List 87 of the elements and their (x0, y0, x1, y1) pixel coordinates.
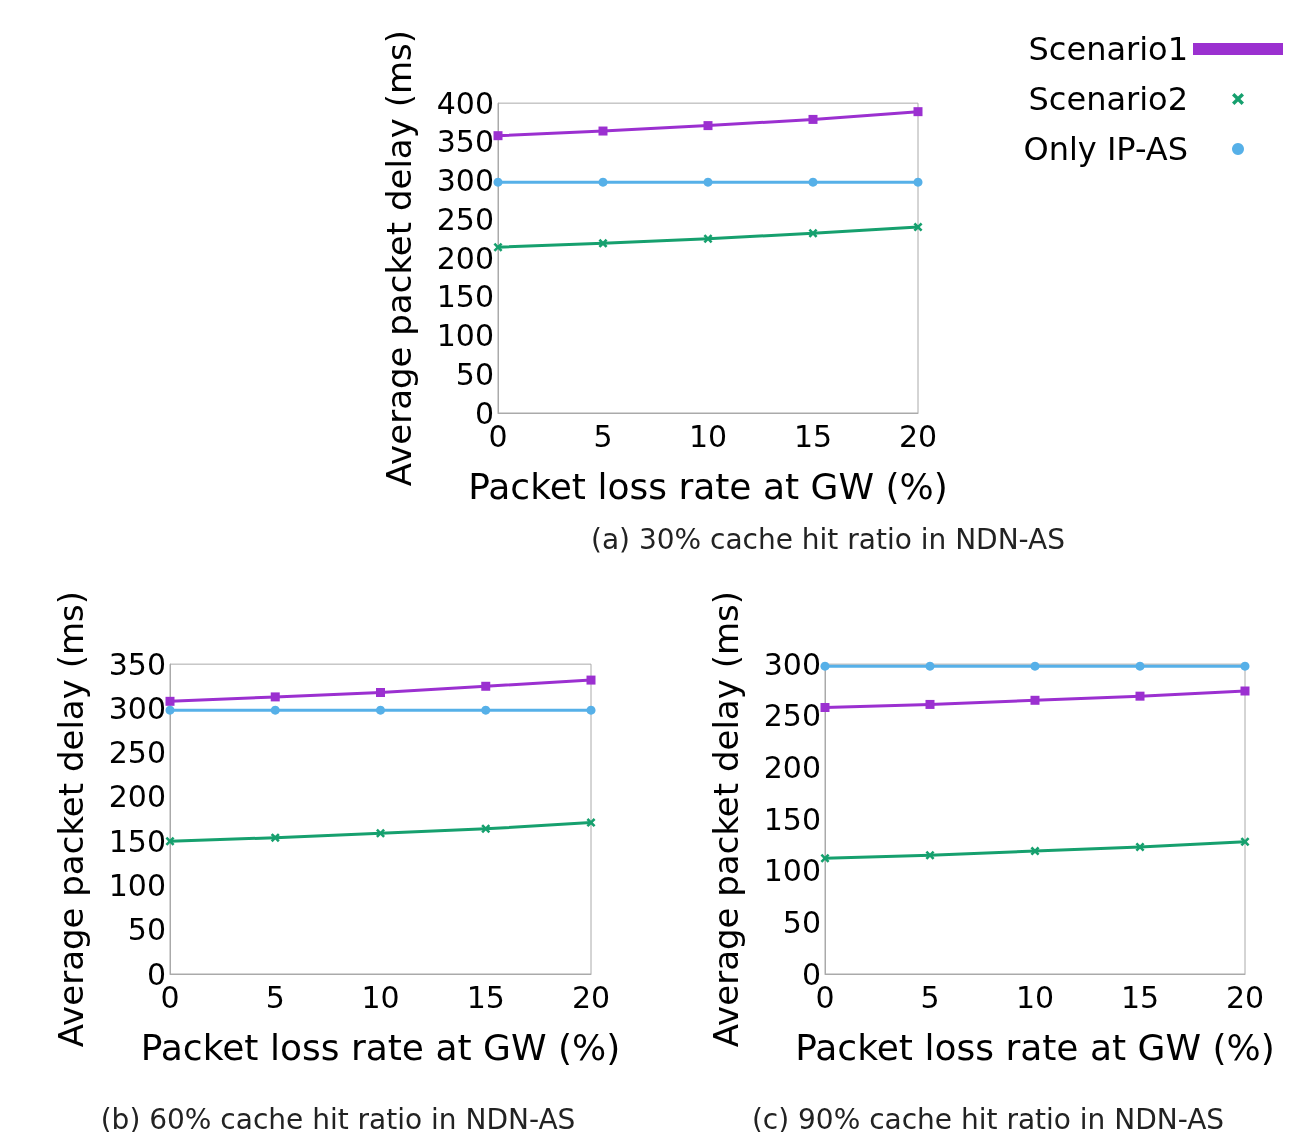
point (165, 836, 175, 846)
legend-label: Only IP-AS (1023, 130, 1188, 168)
point (1240, 661, 1250, 671)
point (481, 681, 491, 691)
point (820, 853, 830, 863)
legend-label: Scenario2 (1028, 80, 1188, 118)
x-tick-label: 10 (688, 418, 728, 454)
point (925, 661, 935, 671)
point (808, 228, 818, 238)
y-tick-label: 200 (763, 749, 821, 785)
point (1135, 661, 1145, 671)
point (270, 692, 280, 702)
point (376, 687, 385, 697)
point (270, 705, 280, 715)
x-tick-label: 20 (1225, 979, 1265, 1015)
point (586, 675, 596, 685)
point (925, 699, 935, 709)
y-axis-title: Average packet delay (ms) (51, 590, 91, 1048)
y-tick-label: 300 (436, 163, 494, 199)
y-tick-label: 100 (108, 867, 166, 903)
y-tick-label: 50 (455, 356, 494, 392)
point (493, 242, 503, 252)
point (913, 177, 923, 187)
text: (b) 60% cache hit ratio in NDN-AS (100, 1102, 576, 1132)
y-axis-title: Average packet delay (ms) (379, 29, 419, 487)
point (703, 177, 713, 187)
x-tick-label: 10 (361, 979, 400, 1015)
y-tick-label: 150 (436, 279, 494, 315)
point (1240, 686, 1250, 696)
point (165, 696, 175, 706)
text: (c) 90% cache hit ratio in NDN-AS (751, 1102, 1225, 1132)
point (586, 705, 596, 715)
y-tick-label: 200 (436, 240, 494, 276)
y-tick-label: 350 (436, 124, 494, 160)
point (493, 177, 503, 187)
y-tick-label: 100 (763, 853, 821, 889)
point (913, 107, 923, 117)
point (808, 177, 818, 187)
point (820, 661, 830, 671)
point (376, 705, 385, 715)
point (1135, 691, 1145, 701)
point (586, 818, 596, 828)
y-tick-label: 350 (108, 646, 166, 682)
x-tick-label: 20 (898, 418, 938, 454)
point (820, 703, 830, 713)
legend-label: Scenario1 (1028, 30, 1188, 68)
y-tick-label: 50 (782, 904, 821, 940)
point (376, 828, 385, 838)
point (493, 131, 503, 141)
point (598, 177, 608, 187)
point (1030, 661, 1040, 671)
point (1030, 695, 1040, 705)
x-tick-label: 5 (593, 418, 613, 454)
point (1240, 837, 1250, 847)
y-tick-label: 200 (108, 779, 166, 815)
y-tick-label: 300 (108, 690, 166, 726)
y-tick-label: 400 (436, 85, 494, 121)
point (808, 114, 818, 124)
point (481, 705, 491, 715)
x-axis-title: Packet loss rate at GW (%) (795, 1026, 1275, 1068)
y-tick-label: 250 (108, 735, 166, 771)
x-tick-label: 5 (265, 979, 285, 1015)
text: (a) 30% cache hit ratio in NDN-AS (590, 522, 1066, 556)
x-tick-label: 15 (793, 418, 833, 454)
y-tick-label: 250 (763, 698, 821, 734)
x-axis-title: Packet loss rate at GW (%) (140, 1026, 621, 1068)
x-tick-label: 20 (571, 979, 611, 1015)
point (165, 705, 175, 715)
y-tick-label: 150 (763, 801, 821, 837)
point (598, 238, 608, 248)
x-tick-label: 15 (1120, 979, 1160, 1015)
y-tick-label: 250 (436, 201, 494, 237)
x-tick-label: 5 (920, 979, 940, 1015)
point (598, 126, 608, 136)
y-tick-label: 150 (108, 823, 166, 859)
point (481, 824, 491, 834)
point (703, 234, 713, 244)
y-tick-label: 100 (436, 318, 494, 354)
point (925, 850, 935, 860)
y-tick-label: 50 (127, 912, 166, 948)
x-axis-title: Packet loss rate at GW (%) (468, 465, 948, 507)
x-tick-label: 15 (466, 979, 505, 1015)
x-tick-label: 10 (1015, 979, 1055, 1015)
point (703, 121, 713, 131)
point (270, 833, 280, 843)
y-tick-label: 300 (763, 646, 821, 682)
y-axis-title: Average packet delay (ms) (706, 590, 746, 1048)
